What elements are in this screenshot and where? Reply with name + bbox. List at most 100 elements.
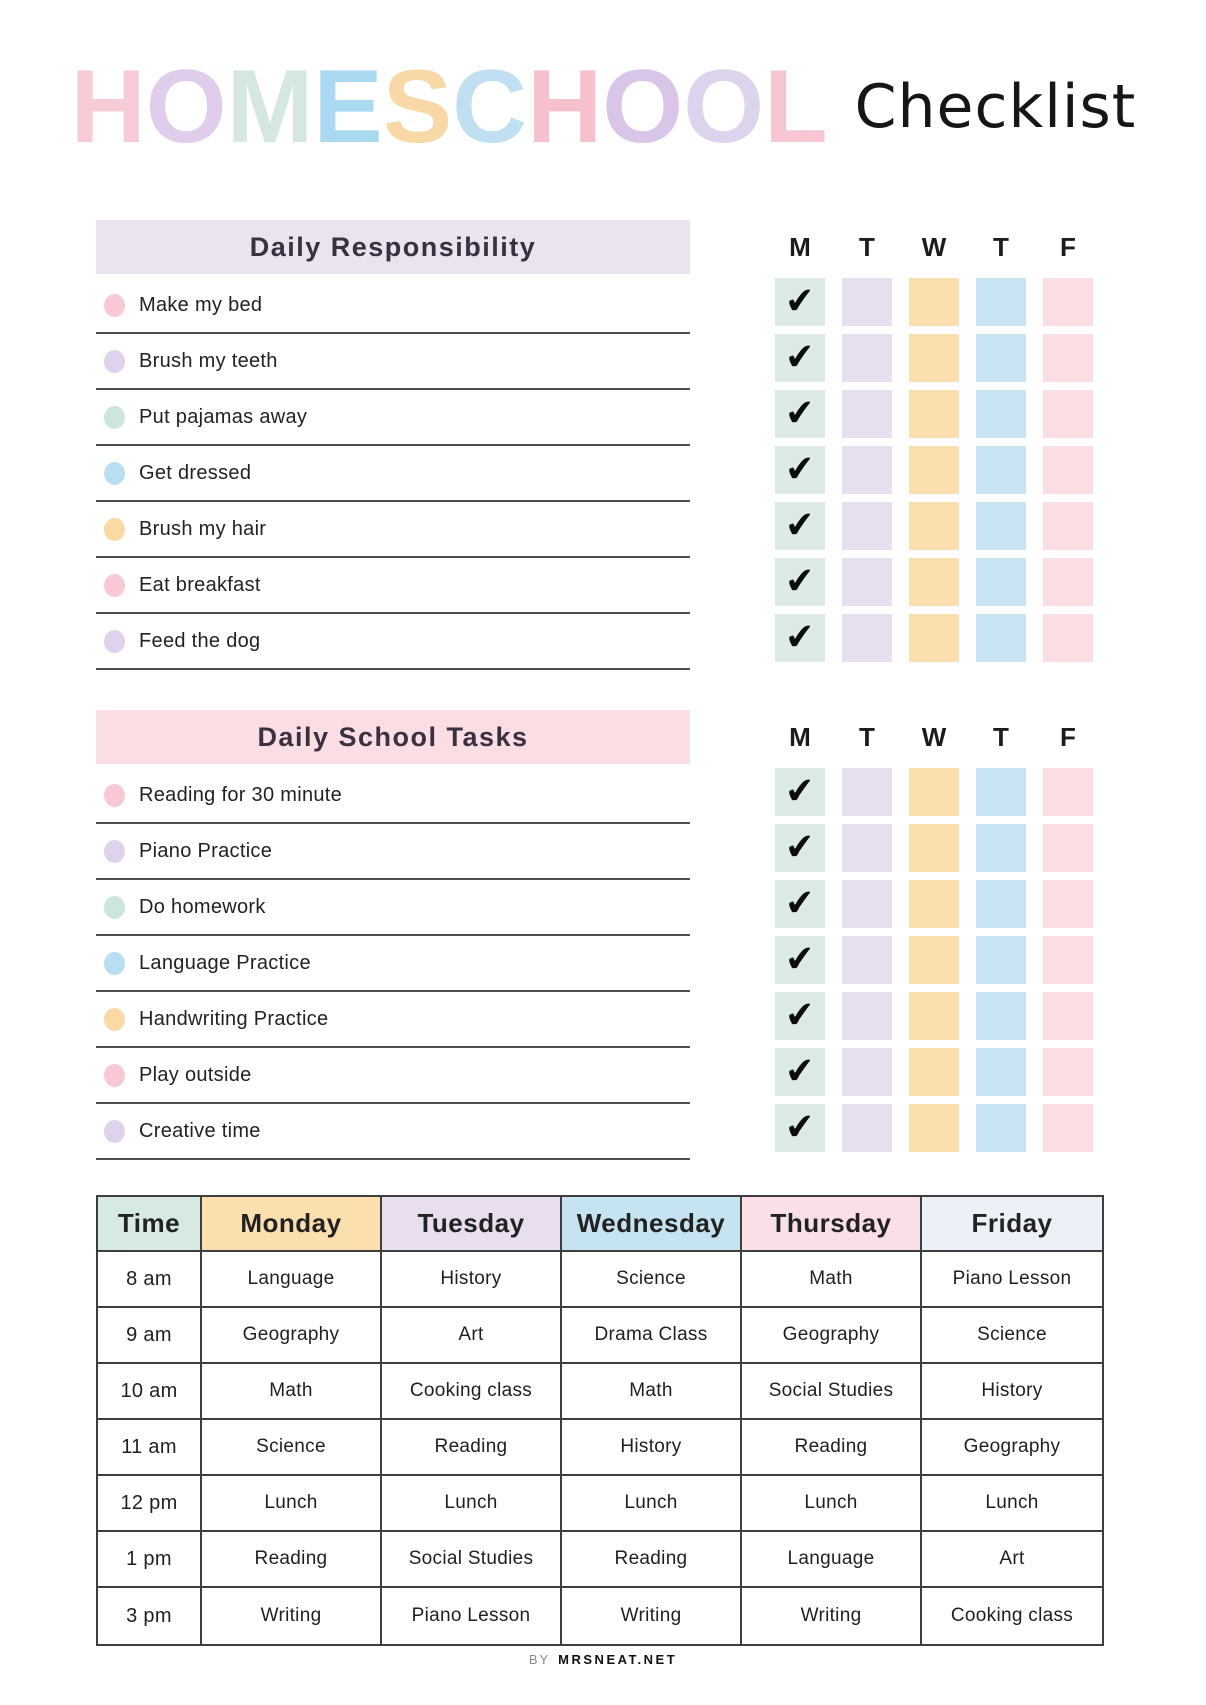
checkbox-f-col4[interactable] [1043, 824, 1093, 872]
checkbox-f-col4[interactable] [1043, 1048, 1093, 1096]
checkbox-t-col3[interactable] [976, 824, 1026, 872]
title-homeschool: HOMESCHOOL [70, 49, 828, 165]
checkbox-m-col0[interactable]: ✔ [775, 768, 825, 816]
title-letter: O [602, 49, 683, 165]
checkbox-t-col1[interactable] [842, 1048, 892, 1096]
checkbox-t-col3[interactable] [976, 502, 1026, 550]
schedule-header-monday: Monday [202, 1197, 382, 1252]
checkbox-t-col3[interactable] [976, 558, 1026, 606]
checkbox-t-col1[interactable] [842, 614, 892, 662]
checkbox-f-col4[interactable] [1043, 936, 1093, 984]
title-letter: O [145, 49, 227, 165]
checkbox-w-col2[interactable] [909, 992, 959, 1040]
checkbox-t-col3[interactable] [976, 334, 1026, 382]
checkbox-w-col2[interactable] [909, 768, 959, 816]
checkbox-f-col4[interactable] [1043, 614, 1093, 662]
schedule-body: 8 am Language History Science Math Piano Less… [98, 1252, 1102, 1644]
checkbox-row: ✔ [775, 992, 1093, 1048]
checkbox-m-col0[interactable]: ✔ [775, 1048, 825, 1096]
checkbox-t-col1[interactable] [842, 502, 892, 550]
checkbox-f-col4[interactable] [1043, 446, 1093, 494]
checkbox-t-col3[interactable] [976, 1048, 1026, 1096]
checkbox-t-col3[interactable] [976, 880, 1026, 928]
checkbox-f-col4[interactable] [1043, 558, 1093, 606]
checkbox-m-col0[interactable]: ✔ [775, 558, 825, 606]
footer-credit: BY MRSNEAT.NET [0, 1652, 1206, 1667]
checkbox-m-col0[interactable]: ✔ [775, 390, 825, 438]
checkbox-m-col0[interactable]: ✔ [775, 936, 825, 984]
day-header-3: T [993, 231, 1009, 262]
task-row: Make my bed [96, 278, 690, 334]
day-header-1: T [859, 231, 875, 262]
checkbox-m-col0[interactable]: ✔ [775, 502, 825, 550]
checkmark-icon: ✔ [783, 937, 817, 982]
task-column: Daily School Tasks Reading for 30 minute… [96, 710, 690, 1160]
checkbox-f-col4[interactable] [1043, 334, 1093, 382]
checkbox-t-col1[interactable] [842, 390, 892, 438]
checkbox-t-col1[interactable] [842, 992, 892, 1040]
checkbox-w-col2[interactable] [909, 334, 959, 382]
checkbox-t-col3[interactable] [976, 278, 1026, 326]
checkbox-w-col2[interactable] [909, 824, 959, 872]
checkbox-m-col0[interactable]: ✔ [775, 992, 825, 1040]
checkbox-w-col2[interactable] [909, 880, 959, 928]
checkbox-f-col4[interactable] [1043, 880, 1093, 928]
time-cell: 3 pm [98, 1588, 202, 1644]
checkbox-w-col2[interactable] [909, 614, 959, 662]
checkbox-w-col2[interactable] [909, 936, 959, 984]
checkbox-t-col3[interactable] [976, 992, 1026, 1040]
checkbox-t-col1[interactable] [842, 824, 892, 872]
checkbox-row: ✔ [775, 880, 1093, 936]
checkbox-m-col0[interactable]: ✔ [775, 446, 825, 494]
daily-responsibility-section: Daily Responsibility Make my bed Brush my… [96, 220, 1110, 670]
checkbox-row: ✔ [775, 278, 1093, 334]
checkbox-t-col1[interactable] [842, 558, 892, 606]
checkbox-f-col4[interactable] [1043, 390, 1093, 438]
checkbox-t-col1[interactable] [842, 278, 892, 326]
checkbox-f-col4[interactable] [1043, 992, 1093, 1040]
checkbox-m-col0[interactable]: ✔ [775, 278, 825, 326]
subject-cell: Reading [562, 1532, 742, 1588]
checkbox-t-col1[interactable] [842, 334, 892, 382]
checkbox-w-col2[interactable] [909, 558, 959, 606]
checkbox-w-col2[interactable] [909, 390, 959, 438]
checkbox-t-col1[interactable] [842, 880, 892, 928]
checkbox-t-col1[interactable] [842, 936, 892, 984]
checkbox-t-col3[interactable] [976, 1104, 1026, 1152]
checkbox-m-col0[interactable]: ✔ [775, 824, 825, 872]
checkbox-t-col1[interactable] [842, 446, 892, 494]
checkbox-t-col1[interactable] [842, 1104, 892, 1152]
checkbox-w-col2[interactable] [909, 278, 959, 326]
weekday-checkbox-grid: M T W T F ✔ ✔ ✔ ✔ ✔ ✔ ✔ [775, 710, 1093, 1160]
checkbox-f-col4[interactable] [1043, 278, 1093, 326]
schedule-header-friday: Friday [922, 1197, 1102, 1252]
checkbox-f-col4[interactable] [1043, 502, 1093, 550]
checkbox-m-col0[interactable]: ✔ [775, 334, 825, 382]
task-label: Brush my hair [139, 517, 267, 540]
checkbox-w-col2[interactable] [909, 502, 959, 550]
checkbox-t-col3[interactable] [976, 614, 1026, 662]
schedule-header-thursday: Thursday [742, 1197, 922, 1252]
checkbox-m-col0[interactable]: ✔ [775, 1104, 825, 1152]
title-letter: M [226, 49, 314, 165]
checkbox-t-col3[interactable] [976, 390, 1026, 438]
footer-site-link[interactable]: MRSNEAT.NET [558, 1652, 678, 1667]
subject-cell: Math [742, 1252, 922, 1308]
checkbox-f-col4[interactable] [1043, 768, 1093, 816]
task-list: Reading for 30 minute Piano Practice Do ho… [96, 768, 690, 1160]
checkbox-f-col4[interactable] [1043, 1104, 1093, 1152]
checkbox-w-col2[interactable] [909, 1048, 959, 1096]
task-bullet-dot [104, 895, 125, 919]
checkbox-t-col3[interactable] [976, 768, 1026, 816]
checkbox-t-col1[interactable] [842, 768, 892, 816]
checkbox-m-col0[interactable]: ✔ [775, 880, 825, 928]
checkbox-w-col2[interactable] [909, 1104, 959, 1152]
checkbox-t-col3[interactable] [976, 936, 1026, 984]
day-header-3: T [993, 721, 1009, 752]
checkbox-w-col2[interactable] [909, 446, 959, 494]
checkbox-t-col3[interactable] [976, 446, 1026, 494]
checkmark-icon: ✔ [783, 1105, 817, 1150]
time-cell: 9 am [98, 1308, 202, 1364]
checkbox-m-col0[interactable]: ✔ [775, 614, 825, 662]
title-letter: O [683, 49, 764, 165]
